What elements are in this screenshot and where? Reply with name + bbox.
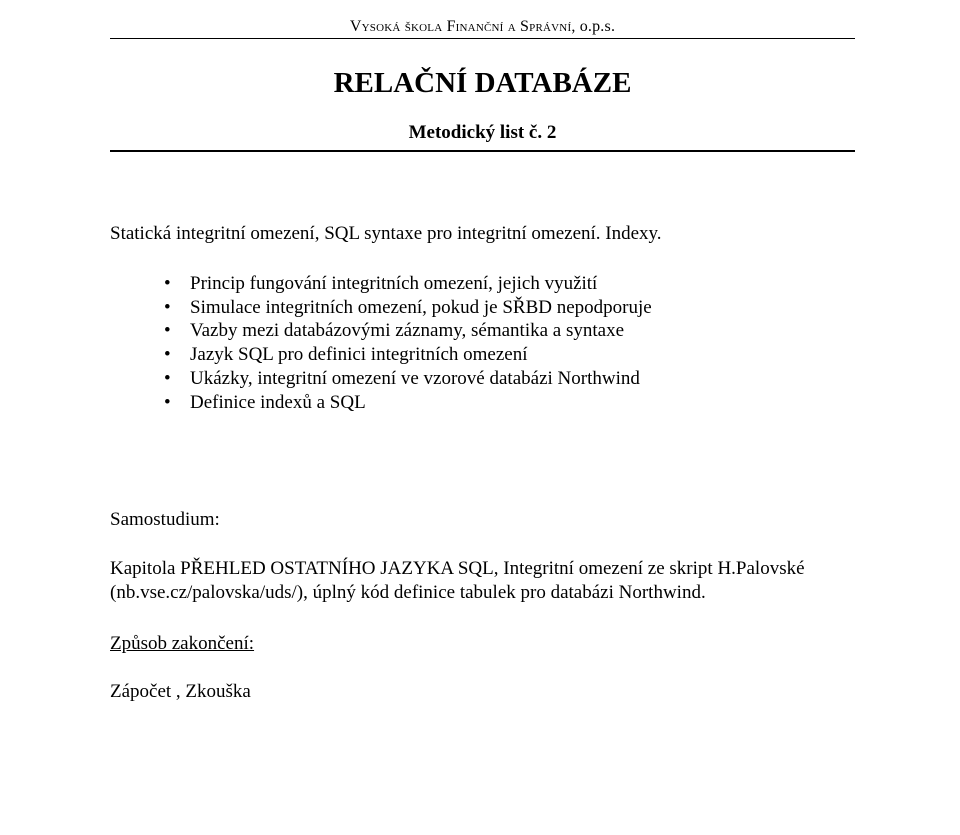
list-item: Princip fungování integritních omezení, …	[164, 272, 855, 296]
list-item: Simulace integritních omezení, pokud je …	[164, 296, 855, 320]
list-item: Vazby mezi databázovými záznamy, sémanti…	[164, 319, 855, 343]
closing-label: Způsob zakončení:	[110, 633, 855, 655]
list-item: Ukázky, integritní omezení ve vzorové da…	[164, 367, 855, 391]
list-item: Definice indexů a SQL	[164, 391, 855, 415]
closing-value: Zápočet , Zkouška	[110, 681, 855, 703]
institution-smallcaps: Vysoká škola Finanční a Správní	[350, 18, 571, 35]
samostudium-label: Samostudium:	[110, 509, 855, 531]
divider-thick	[110, 150, 855, 152]
bullet-list: Princip fungování integritních omezení, …	[110, 272, 855, 415]
samostudium-body: Kapitola PŘEHLED OSTATNÍHO JAZYKA SQL, I…	[110, 557, 855, 605]
page-title: RELAČNÍ DATABÁZE	[110, 67, 855, 100]
institution-line: Vysoká škola Finanční a Správní, o.p.s.	[110, 18, 855, 36]
divider-thin	[110, 38, 855, 39]
page-subtitle: Metodický list č. 2	[110, 122, 855, 144]
list-item: Jazyk SQL pro definici integritních omez…	[164, 343, 855, 367]
institution-suffix: , o.p.s.	[571, 18, 615, 35]
intro-paragraph: Statická integritní omezení, SQL syntaxe…	[110, 222, 855, 246]
